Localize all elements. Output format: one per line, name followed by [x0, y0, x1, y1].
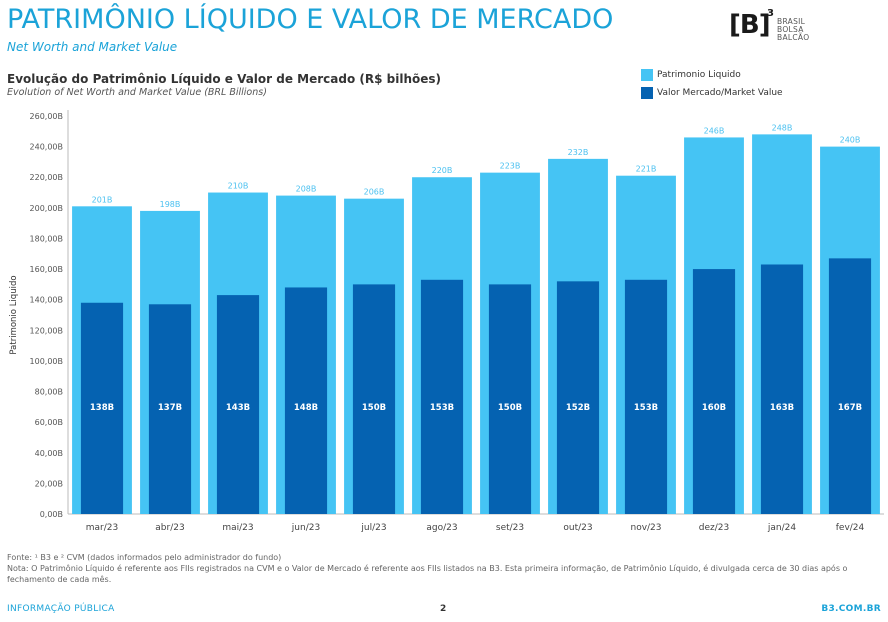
data-label-patrimonio: 248B: [772, 123, 793, 132]
data-label-valor-mercado: 148B: [294, 403, 318, 413]
page-number: 2: [440, 604, 447, 614]
y-axis-title: Patrimonio Liquido: [9, 275, 19, 354]
legend-label-patrimonio: Patrimonio Liquido: [657, 69, 741, 80]
bar-valor-mercado: [692, 269, 736, 514]
y-tick-label: 40,00B: [35, 449, 63, 458]
data-label-valor-mercado: 163B: [770, 403, 794, 413]
bar-chart: 0,00B 20,00B 40,00B 60,00B 80,00B 100,00B 120,…: [9, 110, 884, 533]
bar-valor-mercado: [556, 281, 600, 514]
footer-website-link[interactable]: B3.COM.BR: [821, 604, 881, 614]
data-label-patrimonio: 246B: [704, 126, 725, 135]
data-label-valor-mercado: 150B: [498, 403, 522, 413]
x-tick-label: jun/23: [291, 523, 320, 533]
logo-line: BALCÃO: [777, 33, 810, 42]
footnote: Fonte: ¹ B3 e ² CVM (dados informados pe…: [7, 552, 877, 585]
x-tick-label: mar/23: [86, 523, 118, 533]
y-tick-label: 180,00B: [30, 234, 63, 243]
y-tick-label: 80,00B: [35, 388, 63, 397]
bar-valor-mercado: [284, 287, 328, 514]
data-label-valor-mercado: 143B: [226, 403, 250, 413]
y-tick-label: 220,00B: [30, 173, 63, 182]
y-tick-label: 260,00B: [30, 112, 63, 121]
data-label-valor-mercado: 152B: [566, 403, 590, 413]
data-label-patrimonio: 206B: [364, 188, 385, 197]
y-tick-label: 240,00B: [30, 143, 63, 152]
y-tick-label: 100,00B: [30, 357, 63, 366]
bar-valor-mercado: [828, 258, 872, 514]
x-tick-label: ago/23: [426, 523, 457, 533]
data-label-patrimonio: 208B: [296, 185, 317, 194]
data-label-valor-mercado: 153B: [430, 403, 454, 413]
bar-valor-mercado: [420, 279, 464, 514]
x-tick-label: jan/24: [767, 523, 796, 533]
y-tick-label: 160,00B: [30, 265, 63, 274]
data-label-patrimonio: 210B: [228, 182, 249, 191]
data-label-patrimonio: 221B: [636, 165, 657, 174]
data-label-patrimonio: 201B: [92, 195, 113, 204]
bar-valor-mercado: [80, 302, 124, 514]
x-tick-label: jul/23: [360, 523, 386, 533]
data-label-valor-mercado: 153B: [634, 403, 658, 413]
bar-valor-mercado: [216, 295, 260, 514]
y-tick-label: 0,00B: [40, 510, 63, 519]
x-tick-label: fev/24: [836, 523, 865, 533]
x-tick-label: set/23: [496, 523, 524, 533]
x-tick-label: nov/23: [630, 523, 661, 533]
x-tick-label: out/23: [563, 523, 592, 533]
y-tick-label: 20,00B: [35, 479, 63, 488]
footnote-source: Fonte: ¹ B3 e ² CVM (dados informados pe…: [7, 553, 282, 562]
data-label-valor-mercado: 138B: [90, 403, 114, 413]
footer-classification: INFORMAÇÃO PÚBLICA: [7, 604, 115, 614]
legend-item-valor-mercado: Valor Mercado/Market Value: [641, 85, 783, 100]
logo-line: BOLSA: [777, 25, 804, 34]
x-tick-label: abr/23: [155, 523, 184, 533]
y-tick-label: 60,00B: [35, 418, 63, 427]
logo-text: BRASIL BOLSA BALCÃO: [777, 18, 809, 42]
bar-valor-mercado: [148, 304, 192, 514]
legend-swatch-valor-mercado: [641, 86, 653, 99]
footnote-note: Nota: O Patrimônio Líquido é referente a…: [7, 564, 848, 584]
bar-valor-mercado: [488, 284, 532, 514]
logo-mark: [B]: [729, 10, 771, 40]
y-tick-label: 200,00B: [30, 204, 63, 213]
logo-line: BRASIL: [777, 17, 806, 26]
y-tick-label: 120,00B: [30, 326, 63, 335]
y-tick-label: 140,00B: [30, 296, 63, 305]
logo-superscript: 3: [767, 8, 774, 19]
bar-valor-mercado: [760, 264, 804, 514]
page-title: PATRIMÔNIO LÍQUIDO E VALOR DE MERCADO: [7, 4, 614, 35]
data-label-patrimonio: 220B: [432, 166, 453, 175]
legend-item-patrimonio: Patrimonio Liquido: [641, 67, 783, 82]
x-tick-label: mai/23: [222, 523, 253, 533]
bar-valor-mercado: [624, 279, 668, 514]
data-label-patrimonio: 198B: [160, 200, 181, 209]
data-label-valor-mercado: 150B: [362, 403, 386, 413]
chart-title: Evolução do Patrimônio Líquido e Valor d…: [7, 72, 441, 86]
page-subtitle: Net Worth and Market Value: [7, 40, 178, 54]
bar-valor-mercado: [352, 284, 396, 514]
legend-swatch-patrimonio: [641, 68, 653, 81]
data-label-valor-mercado: 137B: [158, 403, 182, 413]
chart-legend: Patrimonio Liquido Valor Mercado/Market …: [641, 67, 783, 103]
x-tick-label: dez/23: [699, 523, 729, 533]
legend-label-valor-mercado: Valor Mercado/Market Value: [657, 87, 783, 98]
data-label-valor-mercado: 160B: [702, 403, 726, 413]
data-label-patrimonio: 223B: [500, 162, 521, 171]
b3-logo: [B] 3 BRASIL BOLSA BALCÃO: [729, 8, 829, 46]
data-label-patrimonio: 232B: [568, 148, 589, 157]
chart-subtitle: Evolution of Net Worth and Market Value …: [7, 87, 267, 98]
data-label-patrimonio: 240B: [840, 136, 861, 145]
data-label-valor-mercado: 167B: [838, 403, 862, 413]
